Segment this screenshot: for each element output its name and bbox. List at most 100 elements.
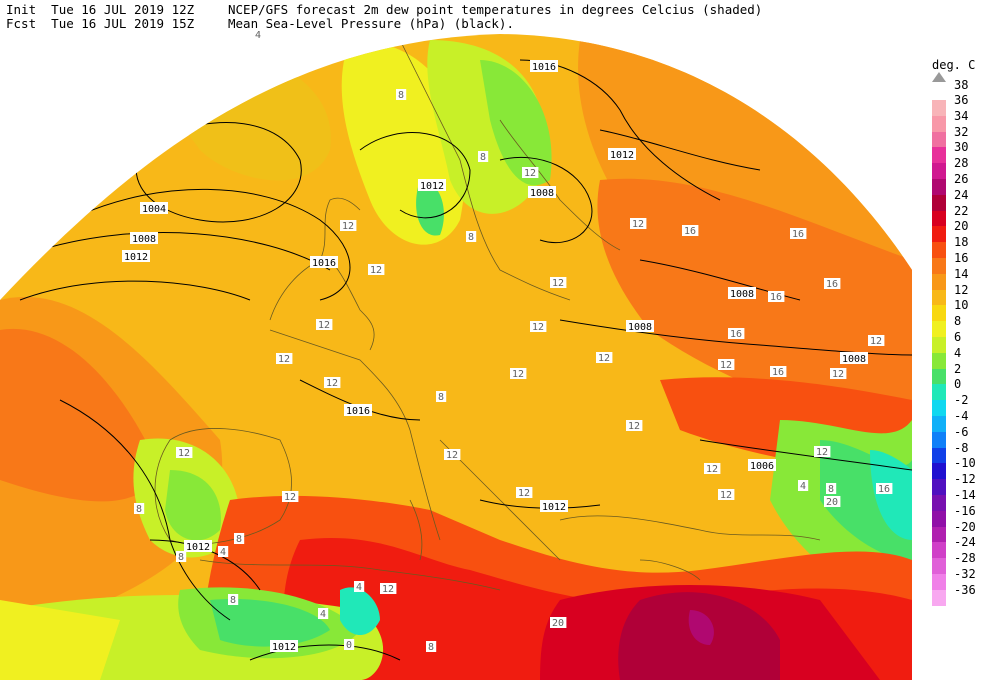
dewpoint-label: 12 <box>340 220 357 232</box>
pressure-label: 1016 <box>344 404 372 417</box>
dewpoint-label: 16 <box>682 225 699 237</box>
dewpoint-label-text: 12 <box>870 336 882 347</box>
legend-swatch <box>932 479 946 496</box>
pressure-label-text: 1008 <box>530 188 554 199</box>
legend-unit: deg. C <box>932 58 976 72</box>
legend-entry: 14 <box>932 267 1000 290</box>
legend-label: 6 <box>954 330 962 344</box>
pressure-label-text: 1012 <box>610 150 634 161</box>
legend-entry: 4 <box>932 346 1000 369</box>
dewpoint-label: 4 <box>318 608 329 620</box>
legend-entry: -4 <box>932 409 1000 432</box>
pressure-label: 1008 <box>626 320 654 333</box>
legend-entry: 6 <box>932 330 1000 353</box>
pressure-label-text: 1004 <box>142 204 166 215</box>
legend-entry: 36 <box>932 93 1000 116</box>
legend-swatch <box>932 337 946 353</box>
dewpoint-label: 12 <box>814 446 831 458</box>
legend-label: -20 <box>954 519 976 534</box>
dewpoint-label: 16 <box>770 366 787 378</box>
legend-label: 14 <box>954 266 969 281</box>
pressure-label: 1008 <box>728 287 756 300</box>
dewpoint-label: 12 <box>718 489 735 501</box>
legend-entry: -16 <box>932 504 1000 527</box>
legend-swatch <box>932 495 946 511</box>
legend-swatch <box>932 416 946 432</box>
legend-label: -14 <box>954 488 976 502</box>
pressure-label: 1012 <box>184 540 212 553</box>
legend-entry: 22 <box>932 204 1000 227</box>
pressure-label: 1012 <box>418 179 446 192</box>
pressure-label: 1008 <box>130 232 158 245</box>
legend-entry: 16 <box>932 251 1000 274</box>
legend-entry: 28 <box>932 156 1000 180</box>
legend-swatch <box>932 510 946 527</box>
legend-swatch <box>932 242 946 259</box>
legend-swatch <box>932 147 946 164</box>
init-time: Tue 16 JUL 2019 12Z <box>51 2 195 17</box>
dewpoint-label-text: 16 <box>772 367 784 378</box>
dewpoint-label-text: 8 <box>428 642 434 653</box>
legend-swatch <box>932 289 946 306</box>
legend-entry: 2 <box>932 362 1000 385</box>
legend-label: -4 <box>954 409 969 423</box>
dewpoint-label-text: 8 <box>230 595 236 606</box>
legend-swatch <box>932 210 946 227</box>
legend-label: -32 <box>954 567 976 581</box>
dewpoint-label-text: 16 <box>792 229 804 240</box>
dewpoint-label-text: 16 <box>770 292 782 303</box>
legend-entry: 18 <box>932 235 1000 259</box>
dewpoint-label-text: 16 <box>730 329 742 340</box>
legend-label: 20 <box>954 219 969 234</box>
legend-entry: 10 <box>932 298 1000 322</box>
legend-label: 16 <box>954 251 969 265</box>
dewpoint-label: 8 <box>436 391 447 403</box>
dewpoint-label: 20 <box>550 617 567 629</box>
legend-swatch <box>932 100 946 116</box>
legend-entry: -24 <box>932 535 1000 559</box>
pressure-label: 1006 <box>748 459 776 472</box>
dewpoint-label-text: 12 <box>284 492 296 503</box>
legend-entry: -6 <box>932 425 1000 448</box>
legend-label: 26 <box>954 172 969 186</box>
pressure-label-text: 1008 <box>730 289 754 300</box>
dewpoint-label-text: 12 <box>706 464 718 475</box>
pressure-labels: 1016 1012 1004 1008 1012 1016 1016 1008 … <box>122 60 868 653</box>
legend-entry: -36 <box>932 583 1000 606</box>
legend-entry: 8 <box>932 314 1000 338</box>
dewpoint-label: 12 <box>516 487 533 499</box>
pressure-label-text: 1008 <box>132 234 156 245</box>
dewpoint-label-text: 20 <box>826 497 838 508</box>
legend-entry: -28 <box>932 551 1000 575</box>
legend-swatch <box>932 463 946 480</box>
dewpoint-label-text: 20 <box>552 618 564 629</box>
legend-entry: 26 <box>932 172 1000 195</box>
pressure-label-text: 1012 <box>186 542 210 553</box>
dewpoint-label: 16 <box>728 328 745 340</box>
dewpoint-label: 12 <box>596 352 613 364</box>
dewpoint-label: 8 <box>228 594 239 606</box>
dewpoint-label-text: 12 <box>370 265 382 276</box>
dewpoint-label: 8 <box>234 533 245 545</box>
header-fcst-line: Fcst Tue 16 JUL 2019 15Z Mean Sea-Level P… <box>6 16 514 31</box>
legend-entry: -32 <box>932 567 1000 590</box>
dewpoint-label: 12 <box>444 449 461 461</box>
dewpoint-label: 8 <box>176 551 187 563</box>
legend-entry: 12 <box>932 283 1000 306</box>
legend-entry: -8 <box>932 441 1000 464</box>
legend-label: -36 <box>954 582 976 597</box>
dewpoint-label-text: 12 <box>382 584 394 595</box>
dewpoint-label: 4 <box>218 546 229 558</box>
dewpoint-label-text: 0 <box>346 640 352 651</box>
dewpoint-label-text: 8 <box>236 534 242 545</box>
fcst-time: Tue 16 JUL 2019 15Z <box>51 16 195 31</box>
legend-entry: -14 <box>932 488 1000 511</box>
dewpoint-label: 16 <box>768 291 785 303</box>
pressure-label: 1012 <box>540 500 568 513</box>
dewpoint-label: 4 <box>798 480 809 492</box>
dewpoint-label: 4 <box>354 581 365 593</box>
header-init-line: Init Tue 16 JUL 2019 12Z NCEP/GFS forecas… <box>6 2 762 17</box>
dewpoint-label-text: 12 <box>552 278 564 289</box>
dewpoint-label-text: 12 <box>278 354 290 365</box>
